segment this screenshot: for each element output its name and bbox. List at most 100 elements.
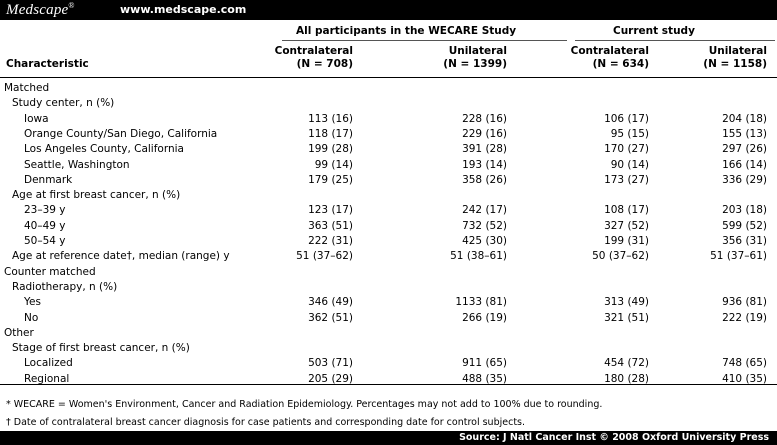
row-label: Orange County/San Diego, California (24, 127, 218, 140)
cell-value: 205 (29) (308, 372, 353, 385)
cell-value: 222 (31) (308, 235, 353, 247)
header-rule (0, 77, 777, 78)
table-row: Los Angeles County, California 199 (28) 39… (0, 143, 777, 158)
cell-value: 599 (52) (722, 219, 767, 232)
table-row: Seattle, Washington 99 (14) 193 (14) 90 (14… (0, 159, 777, 174)
cell-value: 108 (17) (604, 204, 649, 217)
row-label: Regional (24, 372, 70, 385)
cell-value: 732 (52) (462, 219, 507, 232)
row-label: Matched (4, 82, 50, 94)
column-header-unilateral-wecare: Unilateral (N = 1399) (443, 45, 507, 70)
cell-value: 51 (37–62) (296, 250, 353, 263)
table-row: Denmark 179 (25) 358 (26) 173 (27) 336 (29) (0, 174, 777, 189)
group-underline-wecare (282, 40, 567, 41)
cell-value: 50 (37–62) (592, 250, 649, 263)
cell-value: 242 (17) (462, 204, 507, 217)
table-row: Age at reference date†, median (range) y… (0, 250, 777, 265)
cell-value: 454 (72) (604, 357, 649, 370)
cell-value: 425 (30) (462, 235, 507, 247)
top-bar: Medscape® www.medscape.com (0, 0, 777, 20)
cell-value: 199 (28) (308, 143, 353, 156)
cell-value: 113 (16) (308, 112, 353, 125)
table-row: Other (0, 327, 777, 342)
cell-value: 356 (31) (722, 235, 767, 247)
row-label: Denmark (24, 173, 73, 186)
cell-value: 193 (14) (462, 158, 507, 171)
cell-value: 228 (16) (462, 112, 507, 125)
cell-value: 170 (27) (604, 143, 649, 156)
cell-value: 391 (28) (462, 143, 507, 156)
table-row: 23–39 y 123 (17) 242 (17) 108 (17) 203 (18) (0, 204, 777, 219)
cell-value: 321 (51) (604, 311, 649, 324)
cell-value: 99 (14) (314, 158, 353, 171)
cell-value: 503 (71) (308, 357, 353, 370)
row-label: Stage of first breast cancer, n (%) (12, 342, 190, 355)
cell-value: 327 (52) (604, 219, 649, 232)
cell-value: 936 (81) (722, 296, 767, 309)
table-row: Iowa 113 (16) 228 (16) 106 (17) 204 (18) (0, 113, 777, 128)
medscape-logo: Medscape® (6, 1, 75, 18)
row-label: Age at reference date†, median (range) y (12, 250, 230, 263)
row-label: Los Angeles County, California (24, 143, 184, 156)
row-label: 50–54 y (24, 235, 66, 247)
cell-value: 346 (49) (308, 296, 353, 309)
cell-value: 313 (49) (604, 296, 649, 309)
cell-value: 51 (37–61) (710, 250, 767, 263)
cell-value: 358 (26) (462, 173, 507, 186)
table-row: Yes 346 (49) 1133 (81) 313 (49) 936 (81) (0, 296, 777, 311)
row-label: Yes (24, 296, 41, 309)
cell-value: 336 (29) (722, 173, 767, 186)
cell-value: 179 (25) (308, 173, 353, 186)
table-row: Counter matched (0, 266, 777, 281)
row-label: Study center, n (%) (12, 97, 115, 110)
cell-value: 911 (65) (462, 357, 507, 370)
cell-value: 90 (14) (610, 158, 649, 171)
cell-value: 204 (18) (722, 112, 767, 125)
row-label: Radiotherapy, n (%) (12, 280, 118, 293)
cell-value: 203 (18) (722, 204, 767, 217)
cell-value: 362 (51) (308, 311, 353, 324)
cell-value: 266 (19) (462, 311, 507, 324)
cell-value: 123 (17) (308, 204, 353, 217)
table-row: 50–54 y 222 (31) 425 (30) 199 (31) 356 (31) (0, 235, 777, 250)
table-row: Study center, n (%) (0, 97, 777, 112)
table-row: Orange County/San Diego, California 118 (… (0, 128, 777, 143)
row-label: No (24, 311, 39, 324)
cell-value: 95 (15) (610, 127, 649, 140)
table-row: Radiotherapy, n (%) (0, 281, 777, 296)
cell-value: 488 (35) (462, 372, 507, 385)
column-header-unilateral-current: Unilateral (N = 1158) (703, 45, 767, 70)
cell-value: 180 (28) (604, 372, 649, 385)
table-bottom-rule (0, 384, 777, 385)
cell-value: 748 (65) (722, 357, 767, 370)
row-label: Iowa (24, 112, 49, 125)
cell-value: 106 (17) (604, 112, 649, 125)
row-label: 40–49 y (24, 219, 66, 232)
row-label: Localized (24, 357, 73, 370)
row-label: Counter matched (4, 265, 96, 278)
source-credit: Source: J Natl Cancer Inst © 2008 Oxford… (459, 432, 769, 443)
cell-value: 1133 (81) (455, 296, 507, 309)
cell-value: 155 (13) (722, 127, 767, 140)
group-header-current: Current study (613, 25, 695, 37)
cell-value: 118 (17) (308, 127, 353, 140)
footnote-wecare: * WECARE = Women's Environment, Cancer a… (6, 399, 603, 410)
footnote-reference-date: † Date of contralateral breast cancer di… (6, 417, 526, 428)
column-header-contralateral-wecare: Contralateral (N = 708) (274, 45, 353, 70)
column-header-contralateral-current: Contralateral (N = 634) (570, 45, 649, 70)
cell-value: 363 (51) (308, 219, 353, 232)
row-label: Age at first breast cancer, n (%) (12, 189, 181, 202)
site-url: www.medscape.com (120, 3, 247, 16)
cell-value: 410 (35) (722, 372, 767, 385)
table-row: Matched (0, 82, 777, 97)
table-row: Age at first breast cancer, n (%) (0, 189, 777, 204)
cell-value: 173 (27) (604, 173, 649, 186)
cell-value: 166 (14) (722, 158, 767, 171)
table-row: 40–49 y 363 (51) 732 (52) 327 (52) 599 (52) (0, 220, 777, 235)
group-header-wecare: All participants in the WECARE Study (296, 25, 517, 37)
cell-value: 222 (19) (722, 311, 767, 324)
row-label: 23–39 y (24, 204, 66, 217)
table-row: No 362 (51) 266 (19) 321 (51) 222 (19) (0, 312, 777, 327)
table-row: Stage of first breast cancer, n (%) (0, 342, 777, 357)
group-underline-current (575, 40, 775, 41)
